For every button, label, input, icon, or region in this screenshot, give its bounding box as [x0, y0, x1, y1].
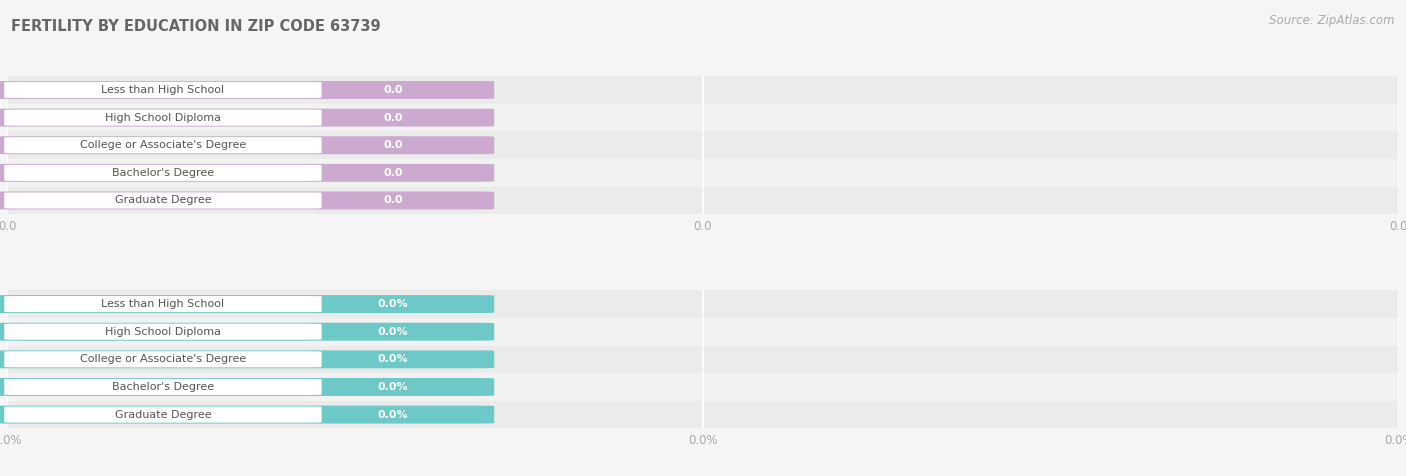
FancyBboxPatch shape [4, 82, 322, 98]
Text: Less than High School: Less than High School [101, 299, 225, 309]
Text: High School Diploma: High School Diploma [105, 327, 221, 337]
FancyBboxPatch shape [0, 406, 495, 424]
FancyBboxPatch shape [0, 295, 495, 313]
FancyBboxPatch shape [4, 351, 322, 367]
Text: 0.0%: 0.0% [378, 382, 409, 392]
Text: 0.0: 0.0 [384, 196, 404, 206]
FancyBboxPatch shape [7, 131, 1399, 159]
FancyBboxPatch shape [7, 346, 1399, 373]
Text: Graduate Degree: Graduate Degree [115, 409, 211, 419]
FancyBboxPatch shape [4, 324, 322, 340]
FancyBboxPatch shape [4, 165, 322, 181]
FancyBboxPatch shape [0, 323, 495, 341]
FancyBboxPatch shape [7, 187, 1399, 214]
Text: 0.0%: 0.0% [378, 327, 409, 337]
FancyBboxPatch shape [7, 401, 1399, 428]
FancyBboxPatch shape [0, 136, 495, 154]
Text: 0.0: 0.0 [384, 140, 404, 150]
Text: 0.0: 0.0 [384, 113, 404, 123]
FancyBboxPatch shape [0, 378, 495, 396]
Text: 0.0%: 0.0% [378, 299, 409, 309]
FancyBboxPatch shape [4, 407, 322, 423]
Text: 0.0%: 0.0% [378, 354, 409, 364]
FancyBboxPatch shape [7, 290, 1399, 318]
FancyBboxPatch shape [7, 318, 1399, 346]
FancyBboxPatch shape [7, 104, 1399, 131]
FancyBboxPatch shape [0, 164, 495, 182]
Text: Bachelor's Degree: Bachelor's Degree [112, 168, 214, 178]
FancyBboxPatch shape [4, 109, 322, 126]
FancyBboxPatch shape [0, 350, 495, 368]
FancyBboxPatch shape [7, 76, 1399, 104]
FancyBboxPatch shape [4, 192, 322, 208]
FancyBboxPatch shape [7, 373, 1399, 401]
FancyBboxPatch shape [0, 81, 495, 99]
Text: Less than High School: Less than High School [101, 85, 225, 95]
Text: 0.0: 0.0 [384, 168, 404, 178]
Text: High School Diploma: High School Diploma [105, 113, 221, 123]
FancyBboxPatch shape [7, 159, 1399, 187]
FancyBboxPatch shape [0, 109, 495, 127]
Text: Bachelor's Degree: Bachelor's Degree [112, 382, 214, 392]
Text: FERTILITY BY EDUCATION IN ZIP CODE 63739: FERTILITY BY EDUCATION IN ZIP CODE 63739 [11, 19, 381, 34]
FancyBboxPatch shape [4, 137, 322, 153]
FancyBboxPatch shape [4, 379, 322, 395]
Text: Source: ZipAtlas.com: Source: ZipAtlas.com [1270, 14, 1395, 27]
Text: Graduate Degree: Graduate Degree [115, 196, 211, 206]
Text: College or Associate's Degree: College or Associate's Degree [80, 354, 246, 364]
Text: College or Associate's Degree: College or Associate's Degree [80, 140, 246, 150]
Text: 0.0: 0.0 [384, 85, 404, 95]
FancyBboxPatch shape [4, 296, 322, 312]
FancyBboxPatch shape [0, 191, 495, 209]
Text: 0.0%: 0.0% [378, 409, 409, 419]
